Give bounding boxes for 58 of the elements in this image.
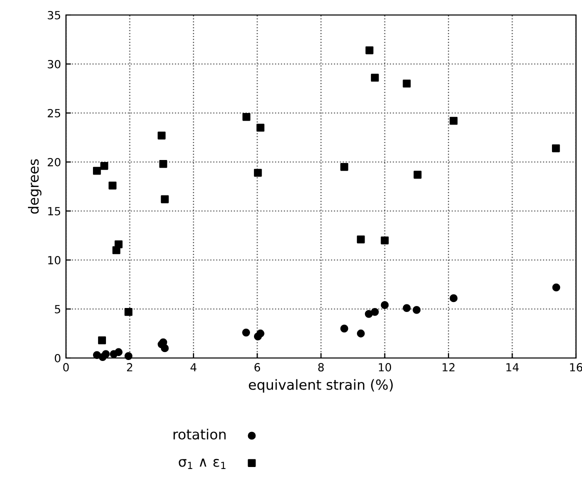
point [370,308,379,316]
x-tick-label: 14 [506,363,519,372]
x-tick-label: 2 [127,363,132,372]
point [356,235,365,244]
point [364,310,373,318]
point [370,74,379,82]
point [356,330,365,338]
point [160,195,169,204]
point [159,160,168,168]
y-tick-label: 10 [48,256,60,264]
x-tick-label: 16 [570,363,582,372]
point [340,162,348,171]
point [242,112,250,121]
y-tick-label: 0 [54,354,60,362]
y-tick-label: 5 [54,305,60,314]
y-tick-label: 15 [48,207,60,216]
y-tick-label: 30 [48,60,60,68]
point [340,324,348,333]
point [256,124,264,132]
point [552,144,560,152]
point [402,304,411,312]
point [102,350,110,358]
x-tick-label: 12 [442,363,454,372]
x-tick-label: 6 [254,363,260,372]
point [124,308,132,316]
point [158,132,166,140]
y-tick-label: 35 [48,10,60,20]
point [552,283,560,292]
x-tick-label: 10 [378,363,392,372]
point [450,294,458,302]
point [254,168,262,177]
legend-label: rotation [174,428,226,440]
point [92,166,101,175]
legend-label: σ$_{1}$ ∧ ε$_{1}$ [178,458,226,469]
point [380,301,389,310]
point [450,116,458,125]
point [100,162,108,170]
point [366,46,374,54]
y-tick-label: 25 [48,108,60,118]
point [242,328,250,336]
x-tick-label: 4 [190,363,196,372]
point [402,80,411,88]
point [412,306,421,314]
point [256,330,264,338]
x-axis-title: equivalent strain (%) [248,379,393,393]
y-axis-title: degrees [28,159,42,214]
point [92,351,101,360]
point [114,240,123,248]
point [380,236,389,244]
x-tick-label: 8 [318,363,324,372]
point [414,170,422,179]
point [108,182,116,190]
point [124,352,132,360]
point [98,336,106,344]
y-tick-label: 20 [48,158,60,166]
point [160,344,169,352]
x-tick-label: 0 [63,363,69,372]
point [114,348,123,356]
